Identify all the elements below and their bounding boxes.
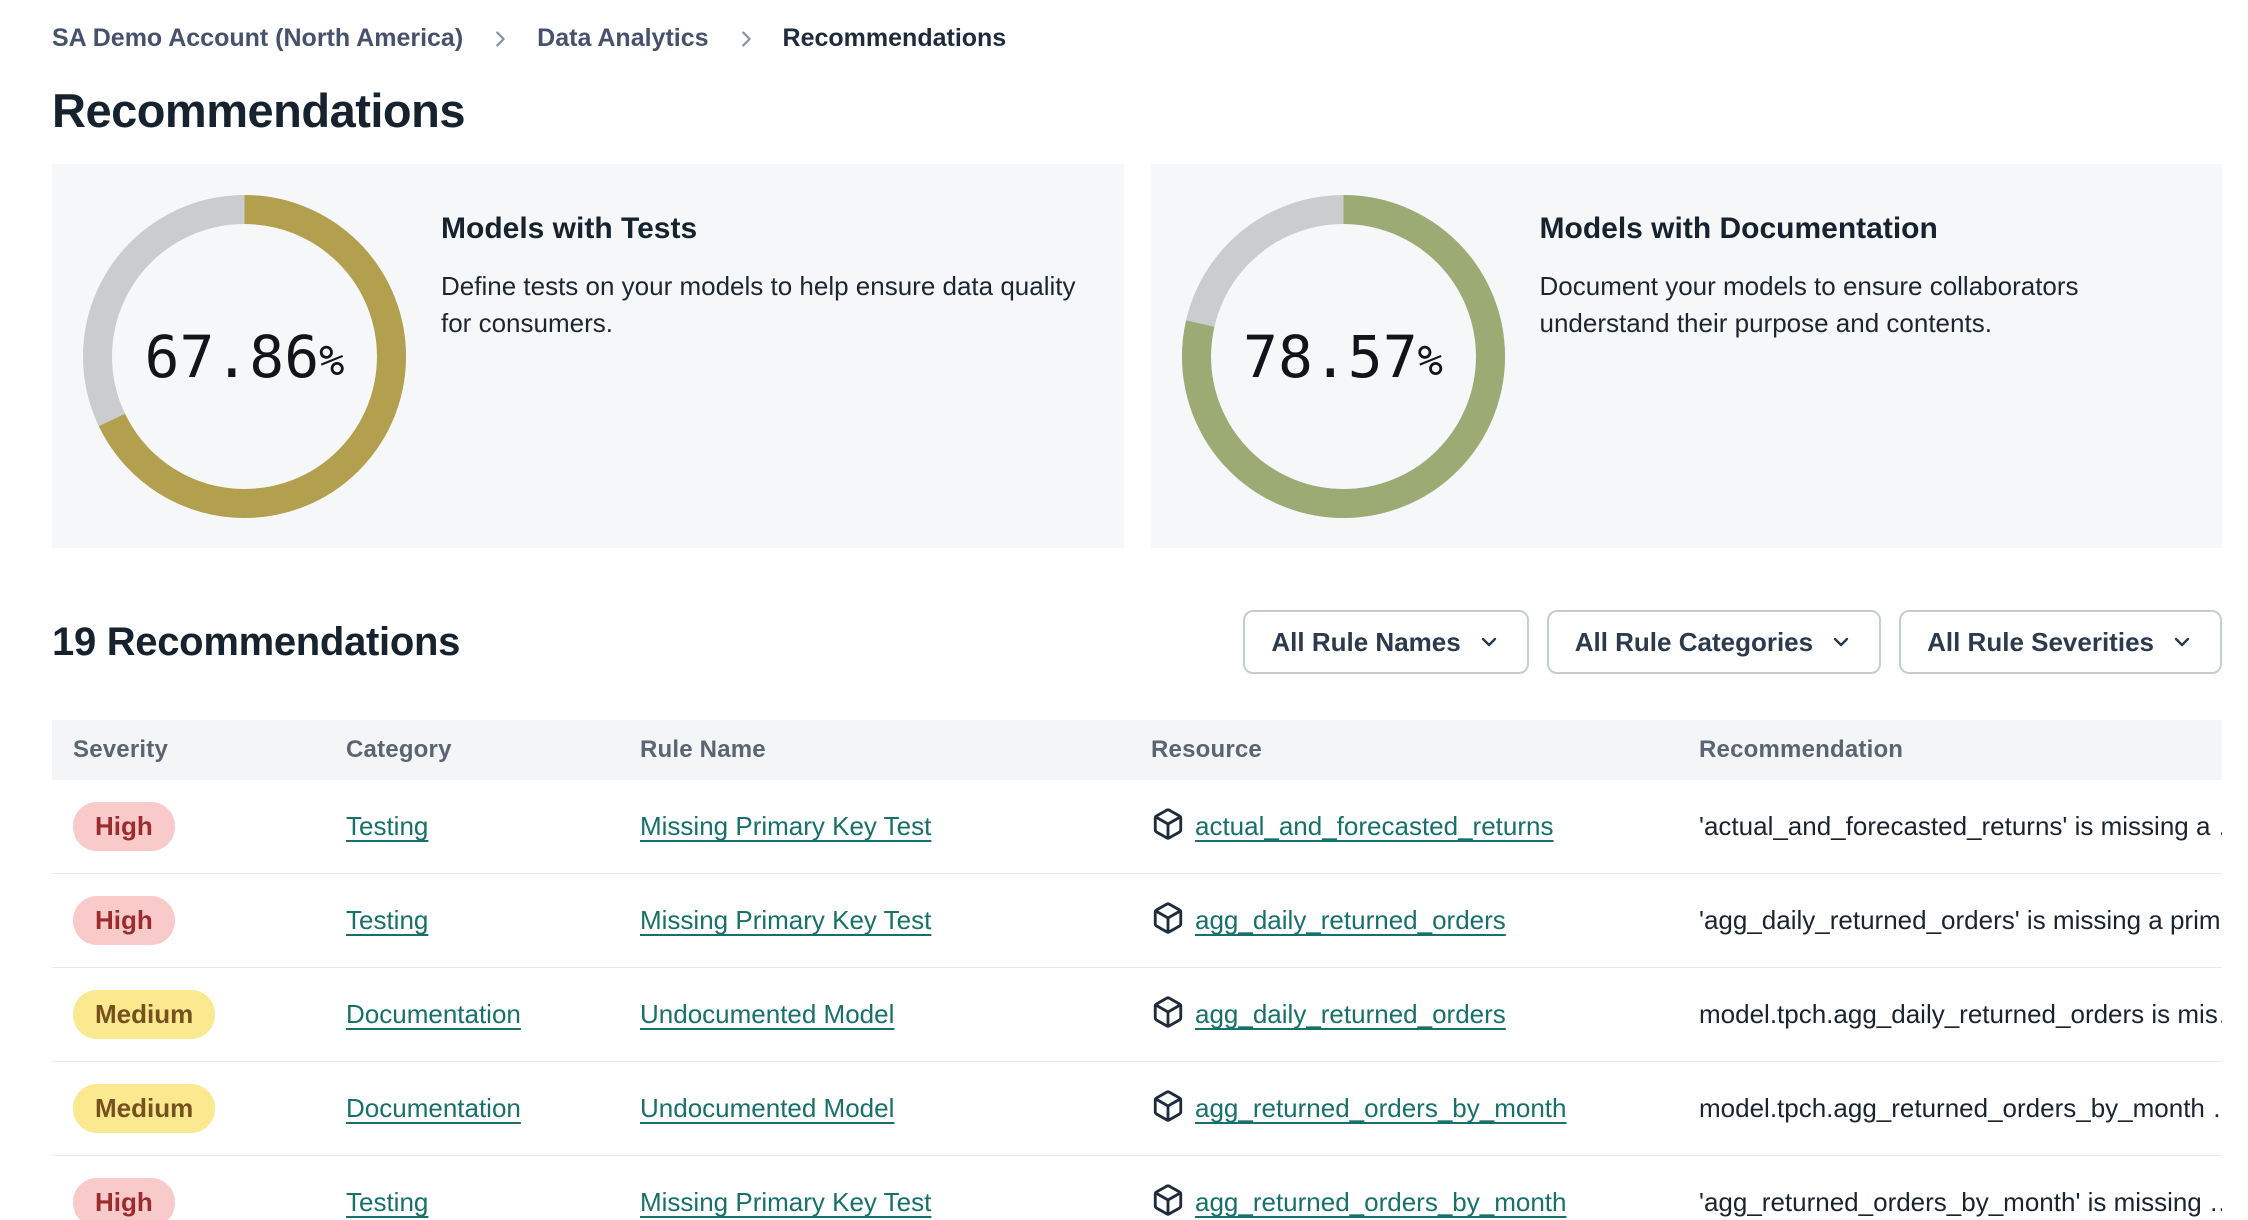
documentation-percent-value: 78.57% bbox=[1243, 322, 1443, 391]
rule-categories-filter[interactable]: All Rule Categories bbox=[1546, 610, 1882, 674]
tests-percent-value: 67.86% bbox=[144, 322, 345, 391]
card-description: Define tests on your models to help ensu… bbox=[441, 271, 1076, 338]
table-row: Medium Documentation Undocumented Model … bbox=[52, 968, 2222, 1062]
table-row: High Testing Missing Primary Key Test ag… bbox=[52, 1156, 2222, 1220]
rule-name-link[interactable]: Missing Primary Key Test bbox=[640, 905, 932, 935]
chevron-right-icon bbox=[735, 28, 757, 50]
recommendations-count: 19 Recommendations bbox=[52, 619, 461, 664]
rule-name-link[interactable]: Undocumented Model bbox=[640, 999, 895, 1029]
rule-name-link[interactable]: Missing Primary Key Test bbox=[640, 811, 932, 841]
severity-badge: Medium bbox=[73, 990, 216, 1039]
recommendation-text: 'agg_daily_returned_orders' is missing a… bbox=[1699, 905, 2222, 935]
card-description: Document your models to ensure collabora… bbox=[1539, 271, 2079, 338]
table-row: High Testing Missing Primary Key Test ac… bbox=[52, 780, 2222, 874]
tests-donut-chart: 67.86% bbox=[82, 194, 407, 519]
chevron-right-icon bbox=[489, 28, 511, 50]
rule-name-link[interactable]: Undocumented Model bbox=[640, 1093, 895, 1123]
chevron-down-icon bbox=[1477, 630, 1501, 654]
cube-icon bbox=[1151, 1183, 1185, 1220]
breadcrumb-account[interactable]: SA Demo Account (North America) bbox=[52, 24, 464, 52]
card-title: Models with Documentation bbox=[1539, 212, 1938, 245]
column-header-severity: Severity bbox=[73, 736, 168, 763]
documentation-donut-chart: 78.57% bbox=[1181, 194, 1506, 519]
cube-icon bbox=[1151, 901, 1185, 940]
severity-badge: High bbox=[73, 1178, 175, 1220]
chevron-down-icon bbox=[2170, 630, 2194, 654]
recommendation-text: model.tpch.agg_returned_orders_by_month … bbox=[1699, 1093, 2222, 1123]
resource-link[interactable]: agg_daily_returned_orders bbox=[1195, 999, 1506, 1029]
breadcrumb-project[interactable]: Data Analytics bbox=[537, 24, 709, 52]
filters: All Rule Names All Rule Categories All R… bbox=[1243, 610, 2222, 674]
severity-badge: High bbox=[73, 802, 175, 851]
resource-link[interactable]: agg_daily_returned_orders bbox=[1195, 905, 1506, 935]
card-title: Models with Tests bbox=[441, 212, 698, 245]
rule-names-filter[interactable]: All Rule Names bbox=[1243, 610, 1529, 674]
page-title: Recommendations bbox=[52, 84, 465, 137]
recommendation-text: model.tpch.agg_daily_returned_orders is … bbox=[1699, 999, 2222, 1029]
table-body: High Testing Missing Primary Key Test ac… bbox=[52, 780, 2222, 1220]
severity-badge: High bbox=[73, 896, 175, 945]
column-header-rule-name: Rule Name bbox=[640, 736, 766, 763]
category-link[interactable]: Documentation bbox=[346, 999, 521, 1029]
rule-name-link[interactable]: Missing Primary Key Test bbox=[640, 1187, 932, 1217]
category-link[interactable]: Testing bbox=[346, 811, 429, 841]
table-row: High Testing Missing Primary Key Test ag… bbox=[52, 874, 2222, 968]
breadcrumb-current: Recommendations bbox=[782, 24, 1007, 52]
rule-severities-filter[interactable]: All Rule Severities bbox=[1899, 610, 2222, 674]
recommendation-text: 'actual_and_forecasted_returns' is missi… bbox=[1699, 811, 2222, 841]
summary-cards: 67.86% Models with Tests Define tests on… bbox=[52, 164, 2222, 548]
column-header-recommendation: Recommendation bbox=[1699, 736, 1904, 763]
resource-link[interactable]: actual_and_forecasted_returns bbox=[1195, 811, 1554, 841]
category-link[interactable]: Testing bbox=[346, 1187, 429, 1217]
resource-link[interactable]: agg_returned_orders_by_month bbox=[1195, 1187, 1567, 1217]
cube-icon bbox=[1151, 807, 1185, 846]
category-link[interactable]: Testing bbox=[346, 905, 429, 935]
table-header: Severity Category Rule Name Resource Rec… bbox=[52, 720, 2222, 780]
recommendation-text: 'agg_returned_orders_by_month' is missin… bbox=[1699, 1187, 2222, 1217]
recommendations-table: Severity Category Rule Name Resource Rec… bbox=[52, 720, 2222, 1220]
list-bar: 19 Recommendations All Rule Names All Ru… bbox=[52, 610, 2222, 674]
cube-icon bbox=[1151, 1089, 1185, 1128]
models-with-documentation-card: 78.57% Models with Documentation Documen… bbox=[1150, 164, 2222, 548]
breadcrumb: SA Demo Account (North America) Data Ana… bbox=[52, 24, 2222, 53]
resource-link[interactable]: agg_returned_orders_by_month bbox=[1195, 1093, 1567, 1123]
models-with-tests-card: 67.86% Models with Tests Define tests on… bbox=[52, 164, 1124, 548]
cube-icon bbox=[1151, 995, 1185, 1034]
table-row: Medium Documentation Undocumented Model … bbox=[52, 1062, 2222, 1156]
severity-badge: Medium bbox=[73, 1084, 216, 1133]
column-header-category: Category bbox=[346, 736, 452, 763]
category-link[interactable]: Documentation bbox=[346, 1093, 521, 1123]
column-header-resource: Resource bbox=[1151, 736, 1262, 763]
chevron-down-icon bbox=[1829, 630, 1853, 654]
